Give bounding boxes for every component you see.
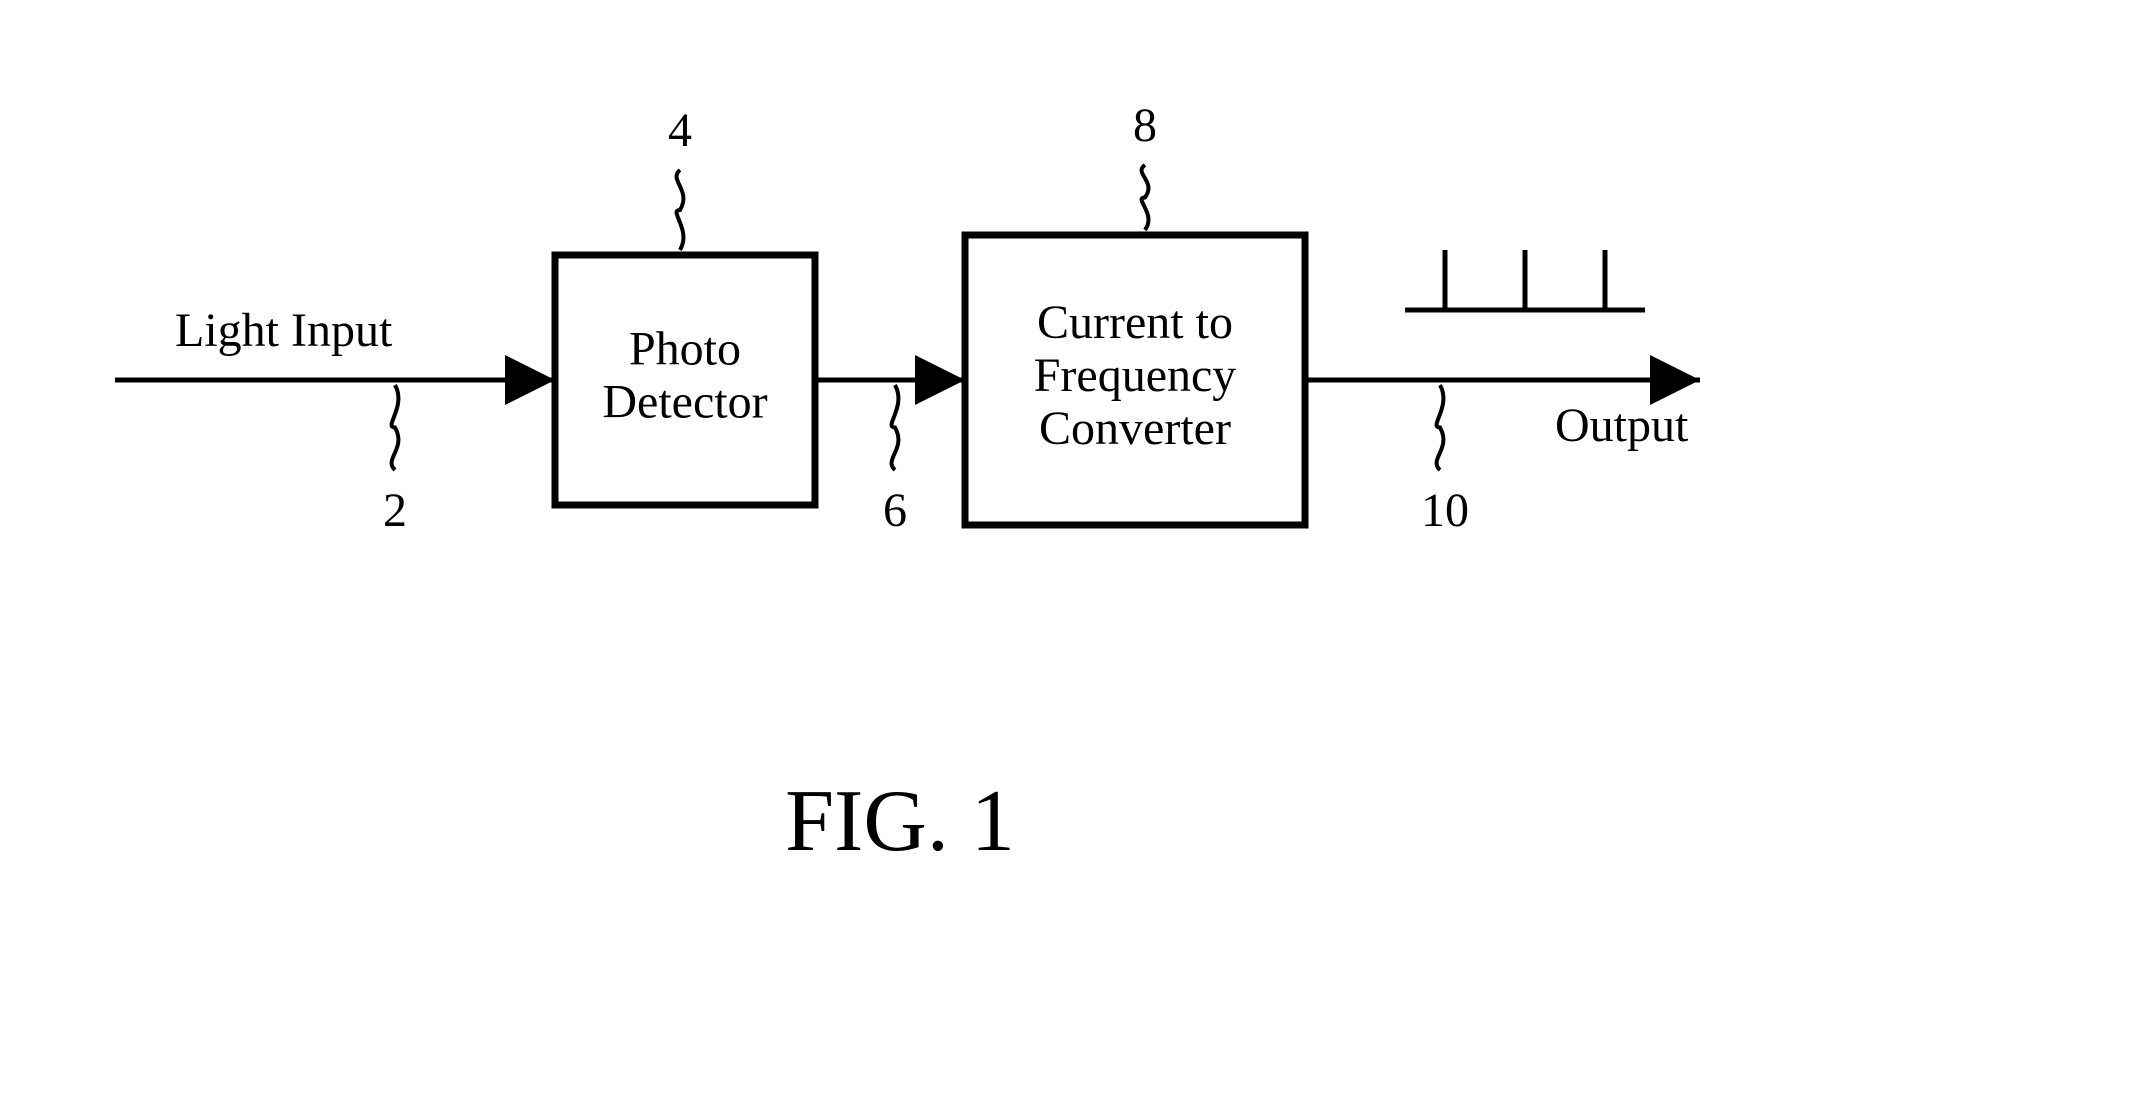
label-light-input: Light Input bbox=[175, 304, 393, 357]
ref-leader-6 bbox=[892, 385, 899, 470]
block-c2f-label-3: Converter bbox=[1039, 402, 1231, 455]
ref-number-6: 6 bbox=[883, 484, 907, 537]
ref-leader-2 bbox=[392, 385, 399, 470]
ref-number-2: 2 bbox=[383, 484, 407, 537]
label-output: Output bbox=[1555, 399, 1689, 452]
ref-number-4: 4 bbox=[668, 104, 692, 157]
block-photo-detector-label-1: Photo bbox=[629, 323, 741, 376]
block-c2f-label-1: Current to bbox=[1037, 296, 1233, 349]
block-c2f-label-2: Frequency bbox=[1034, 349, 1237, 402]
figure-caption: FIG. 1 bbox=[785, 773, 1015, 870]
ref-number-8: 8 bbox=[1133, 99, 1157, 152]
block-photo-detector-label-2: Detector bbox=[602, 375, 767, 428]
pulse-waveform-icon bbox=[1405, 250, 1645, 310]
ref-leader-8 bbox=[1142, 165, 1149, 230]
ref-leader-4 bbox=[677, 170, 684, 250]
ref-number-10: 10 bbox=[1421, 484, 1469, 537]
ref-leader-10 bbox=[1437, 385, 1444, 470]
